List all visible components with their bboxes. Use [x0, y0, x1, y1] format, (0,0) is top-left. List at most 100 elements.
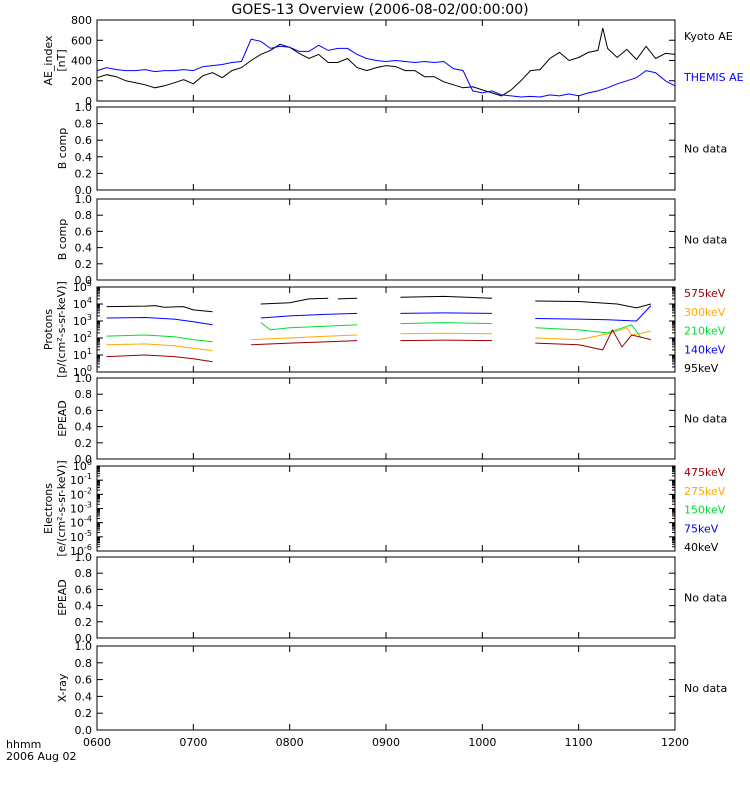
y-tick-label: 1.0 [75, 551, 93, 564]
y-tick-label: 10-5 [70, 529, 92, 544]
y-tick-label: 0.2 [75, 707, 93, 720]
panel-xray: 0.0 0.2 0.4 0.6 0.8 1.0 0600 0700 0800 0900 1000 11… [56, 640, 727, 749]
y-tick-label: 400 [71, 55, 92, 68]
legend-entry: 40keV [684, 541, 719, 554]
time-axis-unit-label: hhmm [6, 738, 41, 751]
series-line-210kev [535, 324, 642, 339]
x-tick-label: 0600 [83, 736, 111, 749]
legend-entry: 210keV [684, 325, 726, 338]
panel-epead1: 0.0 0.2 0.4 0.6 0.8 1.0 EPEAD No data [56, 372, 727, 466]
legend-entry: 95keV [684, 362, 719, 375]
y-tick-label: 10-2 [70, 486, 92, 501]
y-tick-label: 0.4 [75, 151, 93, 164]
y-tick-label: 0.6 [75, 674, 93, 687]
y-tick-label: 0 [85, 95, 92, 108]
series-line-95kev [535, 300, 652, 309]
y-tick-label: 0.6 [75, 225, 93, 238]
y-tick-label: 103 [73, 313, 92, 328]
no-data-label: No data [684, 143, 727, 156]
series-line-300kev [251, 334, 358, 341]
series-line-575kev [535, 328, 652, 351]
panel-frame [96, 556, 676, 639]
series-line-300kev [535, 327, 651, 341]
panel-frame [96, 377, 676, 460]
y-tick-label: 100 [73, 458, 92, 473]
y-axis-label: B comp [56, 219, 69, 261]
panel-protons: 100 101 102 103 104 105 Protons [p/(cm²-s-sr-ke… [42, 279, 726, 379]
series-line-140kev [260, 312, 358, 319]
series-line-210kev [106, 334, 213, 343]
y-tick-label: 600 [71, 34, 92, 47]
panel-bcomp2: 0.0 0.2 0.4 0.6 0.8 1.0 B comp No data [56, 193, 727, 287]
no-data-label: No data [684, 234, 727, 247]
legend-entry: THEMIS AE [683, 71, 744, 84]
panel-frame [96, 286, 676, 373]
series-line-300kev [106, 343, 213, 352]
y-axis-label: [nT] [55, 49, 68, 71]
y-tick-label: 0.2 [75, 437, 93, 450]
legend-entry: 75keV [684, 522, 719, 535]
y-tick-label: 1.0 [75, 101, 93, 114]
panel-frame [96, 198, 676, 281]
y-tick-label: 10-3 [70, 501, 92, 516]
y-tick-label: 0.4 [75, 600, 93, 613]
legend-entry: 575keV [684, 287, 726, 300]
y-tick-label: 0.8 [75, 388, 93, 401]
panel-ae: 0 200 400 600 800 AE_index [nT] Kyoto AE THEMIS … [42, 14, 744, 108]
y-tick-label: 102 [73, 330, 92, 345]
y-tick-label: 10-1 [70, 472, 92, 487]
y-axis-label: [p/(cm²-s-sr-keV)] [55, 281, 68, 378]
y-tick-label: 0.8 [75, 118, 93, 131]
y-tick-label: 0.8 [75, 657, 93, 670]
y-tick-label: 0.8 [75, 567, 93, 580]
no-data-label: No data [684, 592, 727, 605]
y-tick-label: 10-6 [70, 543, 92, 558]
no-data-label: No data [684, 682, 727, 695]
x-tick-label: 0800 [276, 736, 304, 749]
y-tick-label: 104 [73, 296, 92, 311]
series-line-95kev [337, 297, 358, 300]
panel-electrons: 10-610-510-410-310-210-1100 Electrons [e/(… [42, 458, 726, 558]
y-tick-label: 0.2 [75, 258, 93, 271]
y-tick-label: 0.6 [75, 134, 93, 147]
panel-frame [96, 106, 676, 191]
plot-title: GOES-13 Overview (2006-08-02/00:00:00) [231, 2, 528, 18]
legend-entry: 140keV [684, 343, 726, 356]
time-axis-date-label: 2006 Aug 02 [6, 750, 76, 763]
y-axis-label: [e/(cm²-s-sr-keV)] [55, 460, 68, 556]
x-tick-label: 0900 [372, 736, 400, 749]
x-tick-label: 1000 [468, 736, 496, 749]
series-line-kyoto-ae [96, 27, 676, 97]
y-tick-label: 0.2 [75, 616, 93, 629]
y-axis-label: Protons [42, 309, 55, 350]
y-tick-label: 0.2 [75, 167, 93, 180]
y-tick-label: 0.6 [75, 404, 93, 417]
series-line-140kev [400, 312, 493, 314]
y-tick-label: 0.0 [75, 184, 93, 197]
legend-entry: 475keV [684, 466, 726, 479]
y-tick-label: 200 [71, 75, 92, 88]
y-tick-label: 0.4 [75, 690, 93, 703]
y-tick-label: 0.4 [75, 421, 93, 434]
y-tick-label: 105 [73, 279, 92, 294]
y-tick-label: 0.8 [75, 209, 93, 222]
x-tick-label: 0700 [179, 736, 207, 749]
y-axis-label: EPEAD [56, 400, 69, 437]
x-tick-label: 1200 [661, 736, 689, 749]
series-line-themis-ae [96, 38, 676, 98]
y-tick-label: 0.4 [75, 242, 93, 255]
y-tick-label: 0.0 [75, 632, 93, 645]
y-tick-label: 1.0 [75, 640, 93, 653]
series-line-140kev [106, 316, 213, 326]
panel-frame [96, 645, 676, 731]
y-tick-label: 1.0 [75, 372, 93, 385]
series-line-95kev [400, 295, 493, 299]
y-tick-label: 1.0 [75, 193, 93, 206]
panel-epead2: 0.0 0.2 0.4 0.6 0.8 1.0 EPEAD No data [56, 551, 727, 645]
y-axis-label: B comp [56, 128, 69, 170]
y-axis-label: Electrons [42, 483, 55, 534]
y-axis-label: AE_index [42, 35, 55, 86]
series-line-95kev [106, 305, 213, 313]
x-tick-label: 1100 [565, 736, 593, 749]
